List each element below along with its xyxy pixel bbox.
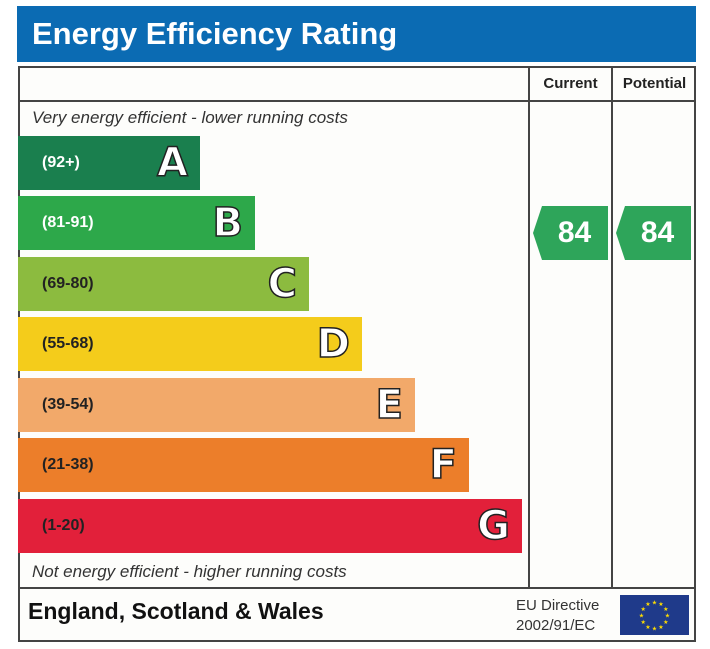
svg-text:★: ★ <box>658 601 663 608</box>
page-title: Energy Efficiency Rating <box>17 6 696 62</box>
band-letter: D <box>316 320 351 368</box>
band-range: (21-38) <box>42 456 94 473</box>
band-f: (21-38) F <box>18 438 469 492</box>
eu-directive: EU Directive 2002/91/EC <box>516 596 599 636</box>
svg-text:★: ★ <box>652 626 657 633</box>
column-divider <box>611 66 613 588</box>
directive-line2: 2002/91/EC <box>516 617 596 634</box>
svg-text:★: ★ <box>658 624 663 631</box>
band-a: (92+) A <box>18 136 200 190</box>
band-letter: E <box>375 381 404 429</box>
svg-text:★: ★ <box>645 624 650 631</box>
band-b: (81-91) B <box>18 196 255 250</box>
svg-text:★: ★ <box>663 606 668 613</box>
svg-text:★: ★ <box>663 619 668 626</box>
eu-flag-icon: ★★★★★★★★★ ★ ★★ <box>620 595 689 635</box>
svg-text:★: ★ <box>639 613 644 620</box>
svg-text:★: ★ <box>652 600 657 607</box>
band-range: (1-20) <box>42 517 85 534</box>
header-divider <box>18 100 696 102</box>
footer-divider <box>18 587 696 589</box>
svg-text:★: ★ <box>665 613 670 620</box>
current-rating-arrow: 84 <box>533 206 608 260</box>
svg-text:★: ★ <box>641 606 646 613</box>
band-e: (39-54) E <box>18 378 415 432</box>
svg-text:★: ★ <box>645 601 650 608</box>
region-label: England, Scotland & Wales <box>28 598 324 624</box>
bottom-note: Not energy efficient - higher running co… <box>32 562 347 581</box>
band-range: (69-80) <box>42 275 94 292</box>
svg-text:★: ★ <box>641 619 646 626</box>
column-divider <box>528 66 530 588</box>
potential-column-header: Potential <box>622 75 687 92</box>
band-letter: F <box>429 441 458 489</box>
directive-line1: EU Directive <box>516 597 600 614</box>
current-column-header: Current <box>543 75 598 92</box>
band-c: (69-80) C <box>18 257 309 311</box>
band-g: (1-20) G <box>18 499 522 553</box>
band-range: (55-68) <box>42 335 94 352</box>
band-letter: G <box>476 502 510 550</box>
band-range: (39-54) <box>42 396 94 413</box>
band-d: (55-68) D <box>18 317 362 371</box>
top-note: Very energy efficient - lower running co… <box>32 108 348 127</box>
band-letter: B <box>212 199 244 247</box>
band-range: (81-91) <box>42 214 94 231</box>
potential-rating-arrow: 84 <box>616 206 691 260</box>
band-range: (92+) <box>42 154 80 171</box>
band-letter: A <box>156 139 188 187</box>
band-letter: C <box>267 260 298 308</box>
